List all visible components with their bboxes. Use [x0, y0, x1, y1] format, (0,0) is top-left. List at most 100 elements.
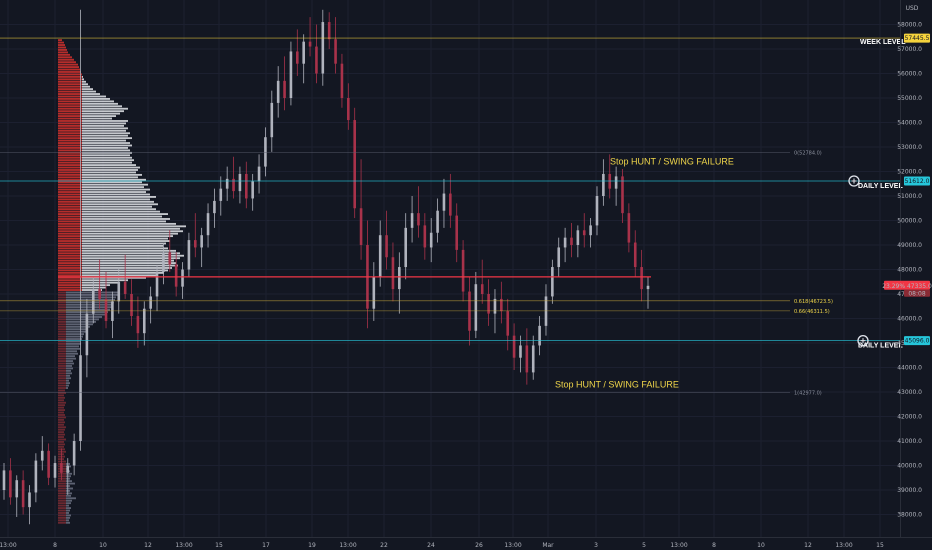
profile-bar — [82, 176, 138, 179]
profile-bar — [66, 374, 70, 377]
profile-bar — [82, 112, 120, 115]
price-markers-layer: 57445.5 51612.0 45096.0 23.29% 47335.008:08 — [882, 33, 932, 346]
profile-bar-low — [58, 399, 64, 402]
time-tick: 10 — [99, 542, 107, 549]
candle-body — [519, 345, 522, 358]
profile-bar — [82, 169, 138, 171]
profile-bar — [82, 230, 183, 233]
profile-bar-low — [58, 509, 66, 512]
candle-body — [168, 252, 172, 265]
candle-body — [142, 308, 146, 334]
profile-bar — [82, 286, 106, 289]
profile-bar — [82, 100, 114, 103]
candle-body — [34, 460, 38, 493]
value-area-bar — [58, 252, 82, 255]
profile-bar — [82, 181, 142, 184]
profile-bar — [82, 129, 126, 132]
profile-bar — [66, 499, 72, 502]
value-area-bar — [58, 276, 82, 279]
profile-bar-low — [58, 477, 66, 480]
profile-bar-low — [58, 492, 66, 495]
profile-bar — [82, 254, 184, 257]
profile-bar — [82, 240, 170, 242]
profile-bar-low — [58, 360, 66, 362]
value-area-bar — [58, 49, 67, 51]
profile-bar — [82, 279, 128, 282]
profile-bar-low — [58, 323, 66, 326]
value-area-bar — [58, 154, 82, 157]
candle-body — [244, 173, 248, 199]
value-area-bar — [58, 247, 82, 250]
profile-bar-low — [58, 355, 66, 358]
value-area-bar — [58, 39, 62, 42]
profile-bar — [82, 95, 106, 98]
profile-bar — [82, 134, 128, 137]
value-area-bar — [58, 66, 79, 68]
value-area-bar — [58, 142, 82, 144]
value-area-bar — [58, 218, 82, 220]
profile-bar-low — [58, 450, 66, 453]
profile-bar-low — [58, 423, 64, 426]
time-axis[interactable]: 13:00 8 10 12 13:00 15 17 19 13:00 22 24 26 13:00 Mar… — [0, 542, 884, 549]
price-tick: 42000.0 — [897, 414, 922, 421]
value-area-bar — [58, 186, 82, 189]
candle-body — [193, 240, 197, 248]
profile-bar — [82, 222, 176, 225]
profile-bar — [82, 124, 124, 127]
candle-body — [9, 470, 12, 498]
profile-bar — [66, 318, 99, 321]
price-tick: 44000.0 — [897, 365, 922, 372]
profile-bar-low — [58, 330, 66, 333]
profile-bar-low — [58, 499, 66, 502]
profile-bar-low — [58, 392, 66, 394]
candle-body — [347, 98, 350, 121]
candle-body — [480, 284, 484, 294]
profile-bar-low — [58, 318, 66, 321]
value-area-bar — [58, 166, 82, 169]
profile-bar — [66, 519, 69, 522]
price-tick: 54000.0 — [897, 120, 922, 127]
value-area-bar — [58, 53, 70, 56]
profile-bar-low — [58, 350, 66, 353]
profile-bar — [66, 347, 80, 350]
value-area-bar — [58, 95, 82, 98]
candle-body — [602, 173, 605, 196]
candle-body — [53, 463, 57, 478]
candle-body — [91, 289, 95, 314]
candle-body — [60, 463, 63, 473]
candle-body — [276, 80, 280, 103]
profile-bar — [82, 107, 128, 110]
profile-bar — [82, 98, 110, 100]
candle-body — [417, 213, 420, 226]
time-tick: 5 — [642, 542, 646, 549]
profile-bar — [82, 245, 163, 247]
profile-bar — [82, 274, 158, 277]
zoom-icon — [848, 175, 860, 187]
profile-bar-low — [58, 303, 66, 306]
profile-bar — [82, 198, 150, 201]
profile-bar-low — [58, 485, 66, 487]
profile-bar — [66, 298, 115, 301]
profile-bar — [82, 132, 130, 135]
profile-bar-low — [58, 316, 66, 318]
profile-bar-low — [58, 411, 64, 414]
profile-bar — [82, 90, 96, 93]
time-tick: 13:00 — [504, 542, 521, 549]
profile-bar — [82, 78, 84, 81]
profile-bar — [66, 482, 75, 485]
profile-bar — [82, 257, 180, 260]
fib-label: 0(52784.0) — [794, 150, 822, 156]
profile-bar — [82, 156, 132, 159]
price-marker-label: 51612.0 — [905, 178, 930, 185]
profile-bar-low — [58, 301, 66, 304]
price-tick: 51000.0 — [897, 193, 922, 200]
time-tick: 13:00 — [670, 542, 687, 549]
profile-bar — [66, 338, 82, 340]
candle-body — [538, 325, 541, 346]
profile-bar — [66, 504, 69, 507]
profile-bar-low — [58, 516, 66, 519]
candle-body — [296, 51, 299, 64]
profile-bar — [66, 387, 68, 389]
value-area-bar — [58, 169, 82, 171]
